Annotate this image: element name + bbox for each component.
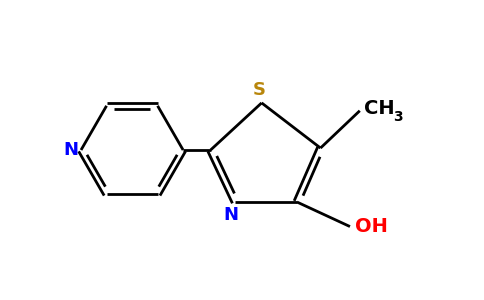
Text: CH: CH [363,99,394,118]
Text: N: N [224,206,239,224]
Text: 3: 3 [393,110,403,124]
Text: OH: OH [355,217,388,236]
Text: N: N [64,141,79,159]
Text: S: S [253,81,266,99]
